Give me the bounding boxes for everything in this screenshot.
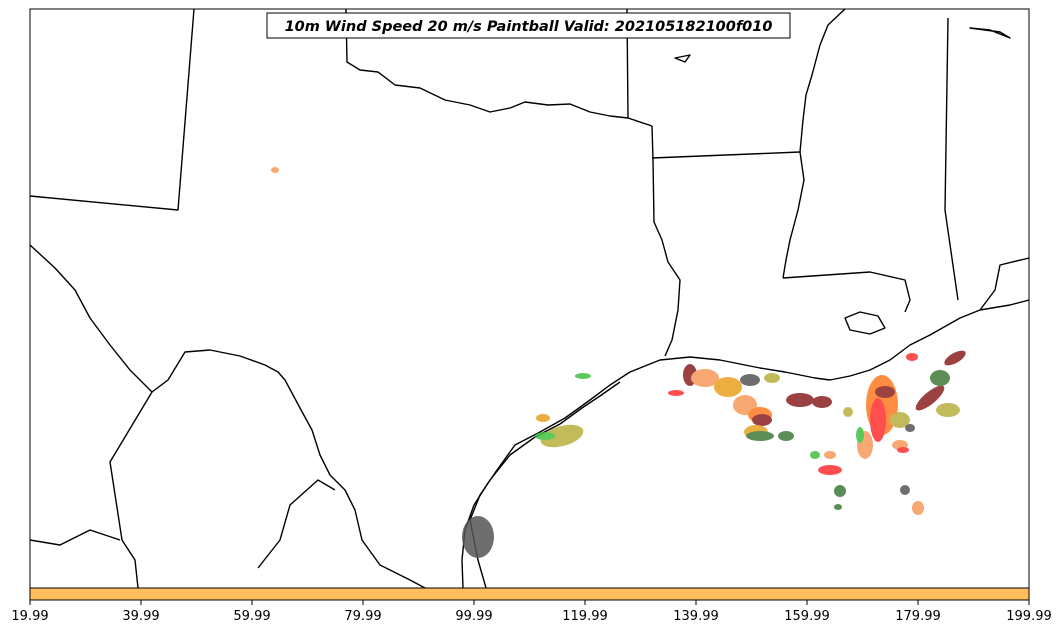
blob-gold-1 [714, 377, 742, 397]
colorbar-tick-label: 39.99 [122, 609, 159, 624]
blob-lorange-6 [912, 501, 924, 515]
blob-green-small [575, 373, 591, 379]
blob-lorange-3 [824, 451, 836, 459]
colorbar-tick-label: 159.99 [784, 609, 830, 624]
blob-green-galveston [535, 432, 555, 440]
colorbar-tick-label: 19.99 [11, 609, 48, 624]
island-se [969, 27, 1011, 39]
blob-olive-galveston [540, 424, 584, 448]
blob-dgreen-1 [746, 431, 774, 441]
blob-dgreen-3 [834, 485, 846, 497]
blob-olive-1 [764, 373, 780, 383]
blob-dgreen-4 [834, 504, 842, 510]
blob-green-2 [856, 427, 864, 443]
blob-orange-west [271, 167, 279, 173]
blob-red-4 [668, 390, 684, 396]
blob-lorange-1 [691, 369, 719, 387]
border-ms-al [944, 17, 959, 301]
blob-orange-galveston [536, 414, 550, 422]
lake-pontchartrain [844, 311, 886, 335]
blob-brown-5 [875, 386, 895, 398]
colorbar-tick-label: 199.99 [1006, 609, 1052, 624]
colorbar-tick-label: 59.99 [233, 609, 270, 624]
colorbar-tick-label: 179.99 [895, 609, 941, 624]
colorbar-ticks: 19.99 39.99 59.99 79.99 99.99 119.99 139.99 159… [11, 600, 1052, 624]
blob-gray-corpus [462, 516, 494, 558]
mx-border-b [30, 529, 121, 546]
colorbar-tick-label: 99.99 [455, 609, 492, 624]
red-river [345, 9, 653, 127]
colorbar-tick-label: 139.99 [673, 609, 719, 624]
blob-brown-4 [812, 396, 832, 408]
border-tx-la [651, 125, 681, 357]
blob-dgreen-5 [930, 370, 950, 386]
map-boundaries [30, 9, 1029, 588]
title-box: 10m Wind Speed 20 m/s Paintball Valid: 2… [266, 12, 791, 39]
blob-red-2 [897, 447, 909, 453]
blob-brown-7 [944, 350, 966, 366]
map-plot-area [30, 9, 1029, 588]
island-ok [674, 54, 691, 63]
blob-gray-1 [740, 374, 760, 386]
blob-olive-2 [843, 407, 853, 417]
blob-red-big [870, 398, 886, 442]
blob-brown-2 [752, 414, 772, 426]
blob-red-3 [906, 353, 918, 361]
colorbar-tick-label: 119.99 [562, 609, 608, 624]
border-ar-la-north [651, 151, 801, 159]
border-ms-river [782, 151, 805, 279]
blob-dgreen-2 [778, 431, 794, 441]
blob-brown-6 [915, 385, 945, 411]
blob-green-1 [810, 451, 820, 459]
blob-gray-3 [900, 485, 910, 495]
blob-brown-3 [786, 393, 814, 407]
blob-olive-4 [936, 403, 960, 417]
paintball-blobs [271, 167, 966, 558]
blob-red-1 [818, 465, 842, 475]
map-title: 10m Wind Speed 20 m/s Paintball Valid: 2… [285, 19, 773, 35]
colorbar [29, 587, 1030, 601]
mx-border-a [109, 391, 153, 588]
border-la-ms-south [782, 271, 911, 313]
mx-border-c [257, 479, 336, 569]
border-fl [979, 257, 1029, 311]
gulf-coast-tx [469, 299, 1029, 588]
colorbar-tick-label: 79.99 [344, 609, 381, 624]
border-ar-ms [799, 9, 846, 153]
border-nm-ok-west [30, 9, 195, 211]
blob-gray-2 [905, 424, 915, 432]
blob-olive-3 [890, 412, 910, 428]
rio-grande [30, 244, 426, 588]
